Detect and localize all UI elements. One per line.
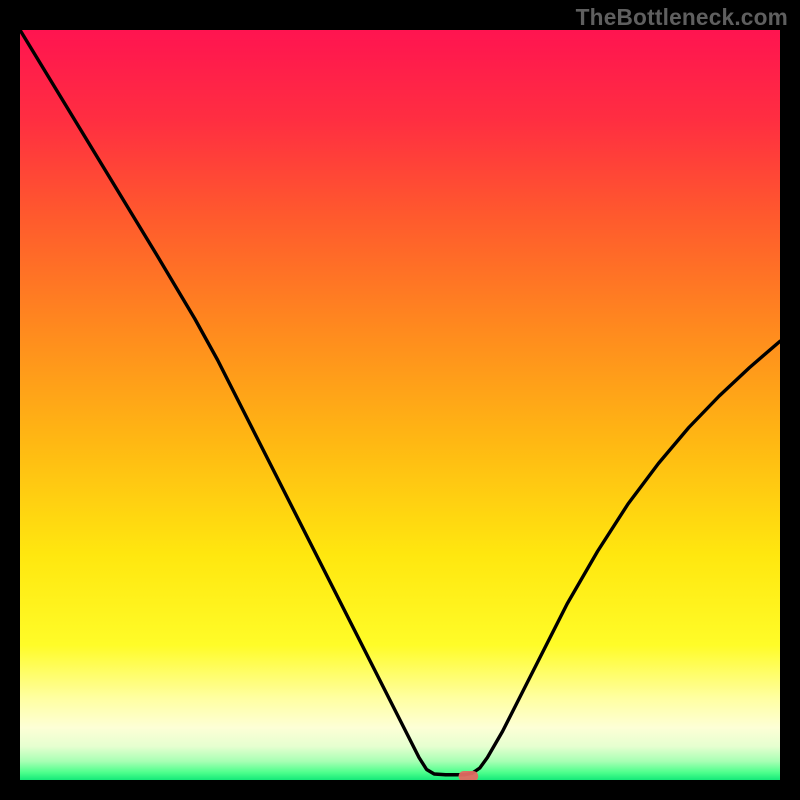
optimal-marker bbox=[459, 771, 479, 780]
bottleneck-chart-svg bbox=[20, 30, 780, 780]
gradient-background bbox=[20, 30, 780, 780]
watermark-text: TheBottleneck.com bbox=[576, 4, 788, 31]
chart-frame: TheBottleneck.com bbox=[0, 0, 800, 800]
plot-area bbox=[20, 30, 780, 780]
